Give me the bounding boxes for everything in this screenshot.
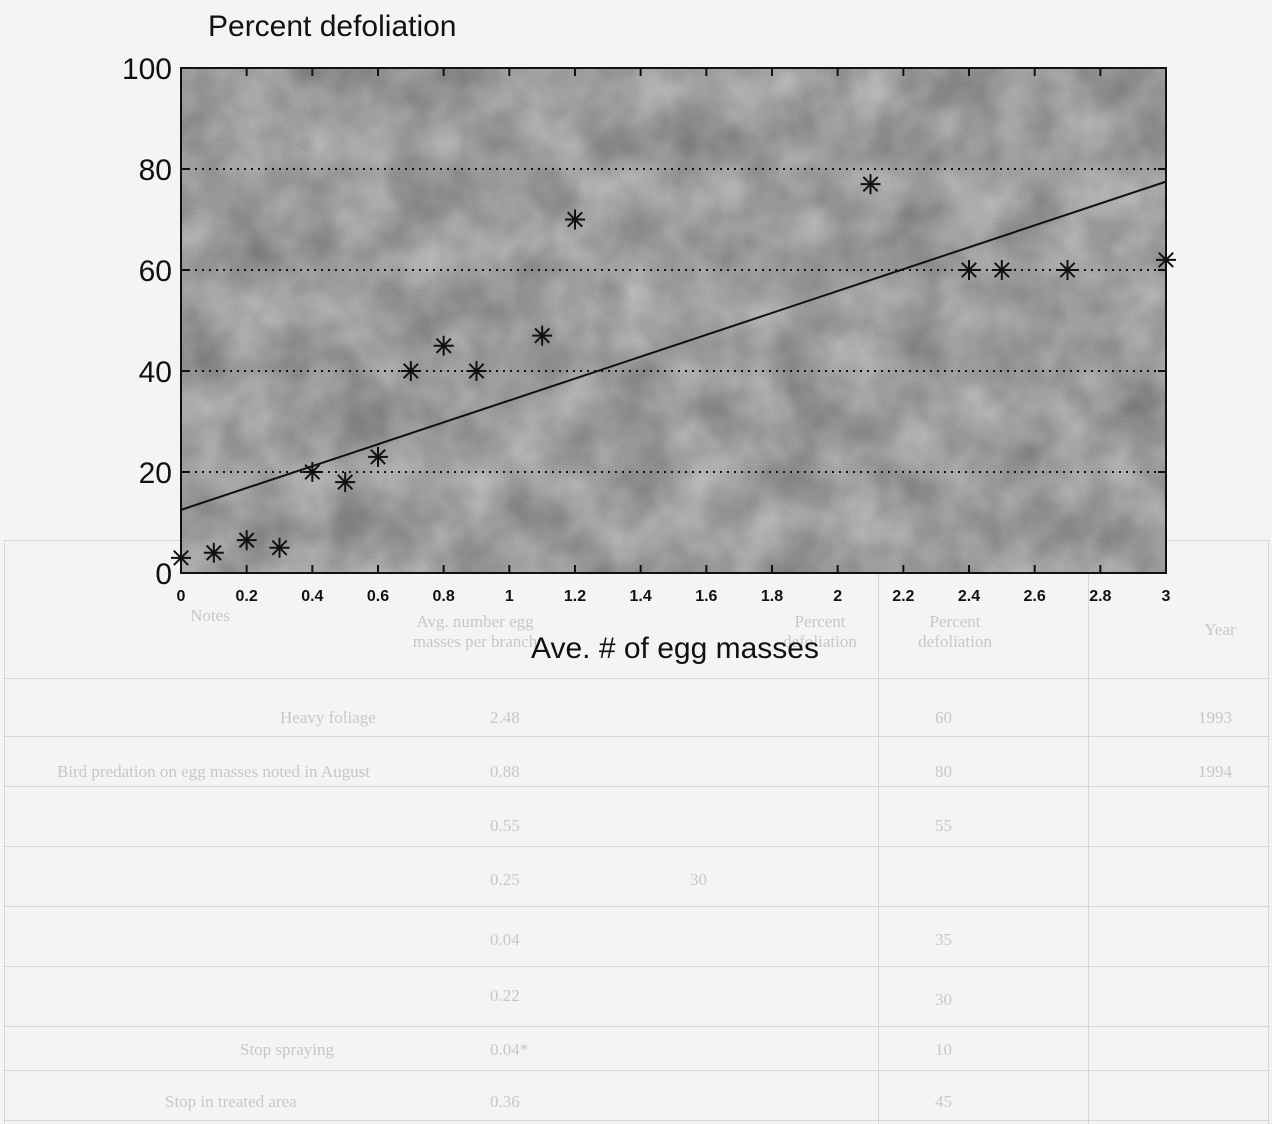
trend-line-group bbox=[180, 180, 1167, 511]
table-rule bbox=[4, 736, 1270, 737]
table-rule bbox=[1088, 540, 1089, 1124]
table-rule bbox=[4, 1120, 1270, 1121]
table-cell: 35 bbox=[935, 930, 952, 949]
table-cell: 0.55 bbox=[490, 816, 520, 835]
table-cell: 55 bbox=[935, 816, 952, 835]
table-cell: 30 bbox=[935, 990, 952, 1009]
table-cell: Stop spraying bbox=[240, 1040, 334, 1059]
table-rule bbox=[1268, 540, 1269, 1124]
scatter-chart: 0 0.2 0.4 0.6 0.8 1 1.2 1.4 1.6 1.8 2 2.2 2.4 2.6 2.8 3… bbox=[122, 10, 1176, 665]
table-rule bbox=[878, 540, 879, 1124]
table-cell: 0.88 bbox=[490, 762, 520, 781]
x-tick-label: 0.4 bbox=[301, 588, 323, 605]
table-rule bbox=[4, 678, 1270, 679]
x-tick-label: 2.8 bbox=[1089, 588, 1111, 605]
plot-grain bbox=[181, 68, 1166, 573]
table-cell: 30 bbox=[690, 870, 707, 889]
data-point bbox=[959, 260, 979, 280]
y-tick-label: 40 bbox=[139, 356, 172, 389]
data-point bbox=[433, 335, 454, 356]
data-point bbox=[565, 209, 585, 230]
y-tick-label: 80 bbox=[139, 154, 172, 187]
x-tick-label: 2 bbox=[833, 588, 842, 605]
table-header: Year bbox=[1204, 620, 1236, 639]
plot-frame bbox=[180, 67, 1167, 574]
table-header: Percent defoliation bbox=[918, 612, 992, 651]
table-rule bbox=[4, 540, 5, 1124]
table-rule bbox=[4, 786, 1270, 787]
table-cell: 0.04 bbox=[490, 930, 520, 949]
x-axis-title: Ave. # of egg masses bbox=[531, 632, 819, 665]
x-tick-label: 3 bbox=[1162, 588, 1171, 605]
table-cell: 10 bbox=[935, 1040, 952, 1059]
y-tick-label: 100 bbox=[122, 53, 172, 86]
data-points bbox=[171, 174, 1176, 568]
trend-line bbox=[180, 180, 1167, 511]
x-tick-label: 0.6 bbox=[367, 588, 389, 605]
data-point bbox=[302, 462, 323, 482]
axis-ticks: 0 0.2 0.4 0.6 0.8 1 1.2 1.4 1.6 1.8 2 2.2 2.4 2.6 2.8 3… bbox=[122, 53, 1171, 605]
table-header: Notes bbox=[190, 606, 230, 625]
chart-title: Percent defoliation bbox=[208, 10, 457, 43]
data-point bbox=[991, 260, 1012, 280]
table-cell: Bird predation on egg masses noted in Au… bbox=[56, 762, 370, 781]
table-cell: Heavy foliage bbox=[280, 708, 376, 727]
table-cell: 2.48 bbox=[490, 708, 520, 727]
table-rule bbox=[4, 906, 1270, 907]
table-cell: 0.04* bbox=[490, 1040, 529, 1059]
y-tick-label: 20 bbox=[139, 457, 172, 490]
x-tick-label: 1 bbox=[505, 588, 514, 605]
table-rule bbox=[4, 966, 1270, 967]
data-point bbox=[236, 530, 257, 551]
table-cell: 0.25 bbox=[490, 870, 520, 889]
table-rule bbox=[4, 1026, 1270, 1027]
data-point bbox=[368, 446, 388, 467]
x-tick-label: 1.2 bbox=[564, 588, 586, 605]
table-cell: 80 bbox=[935, 762, 952, 781]
data-point bbox=[532, 325, 553, 346]
table-header: Percent defoliation bbox=[783, 612, 857, 651]
x-tick-label: 1.8 bbox=[761, 588, 783, 605]
x-tick-label: 1.4 bbox=[630, 588, 652, 605]
data-point bbox=[400, 361, 421, 381]
data-point bbox=[1057, 260, 1078, 280]
table-rule bbox=[4, 1070, 1270, 1071]
x-tick-label: 0.8 bbox=[433, 588, 455, 605]
table-cell: 0.36 bbox=[490, 1092, 520, 1111]
table-cell: 1993 bbox=[1198, 708, 1232, 727]
table-cell: 45 bbox=[935, 1092, 952, 1111]
data-point bbox=[466, 361, 487, 381]
data-point bbox=[860, 174, 881, 195]
x-tick-label: 0 bbox=[177, 588, 186, 605]
data-point bbox=[335, 472, 356, 493]
table-rule bbox=[4, 846, 1270, 847]
x-tick-label: 2.6 bbox=[1024, 588, 1046, 605]
x-tick-label: 1.6 bbox=[695, 588, 717, 605]
x-tick-label: 2.2 bbox=[892, 588, 914, 605]
data-point bbox=[203, 542, 224, 563]
x-tick-label: 2.4 bbox=[958, 588, 980, 605]
background-table: Year Percent defoliation Percent defolia… bbox=[0, 540, 1272, 1124]
table-cell: 1994 bbox=[1198, 762, 1232, 781]
x-tick-label: 0.2 bbox=[236, 588, 258, 605]
table-cell: 60 bbox=[935, 708, 952, 727]
table-header: Avg. number egg masses per branch bbox=[412, 612, 538, 651]
data-point bbox=[269, 537, 290, 558]
table-cell: Stop in treated area bbox=[165, 1092, 297, 1111]
y-tick-label: 0 bbox=[155, 558, 172, 591]
table-cell: 0.22 bbox=[490, 986, 520, 1005]
y-tick-label: 60 bbox=[139, 255, 172, 288]
